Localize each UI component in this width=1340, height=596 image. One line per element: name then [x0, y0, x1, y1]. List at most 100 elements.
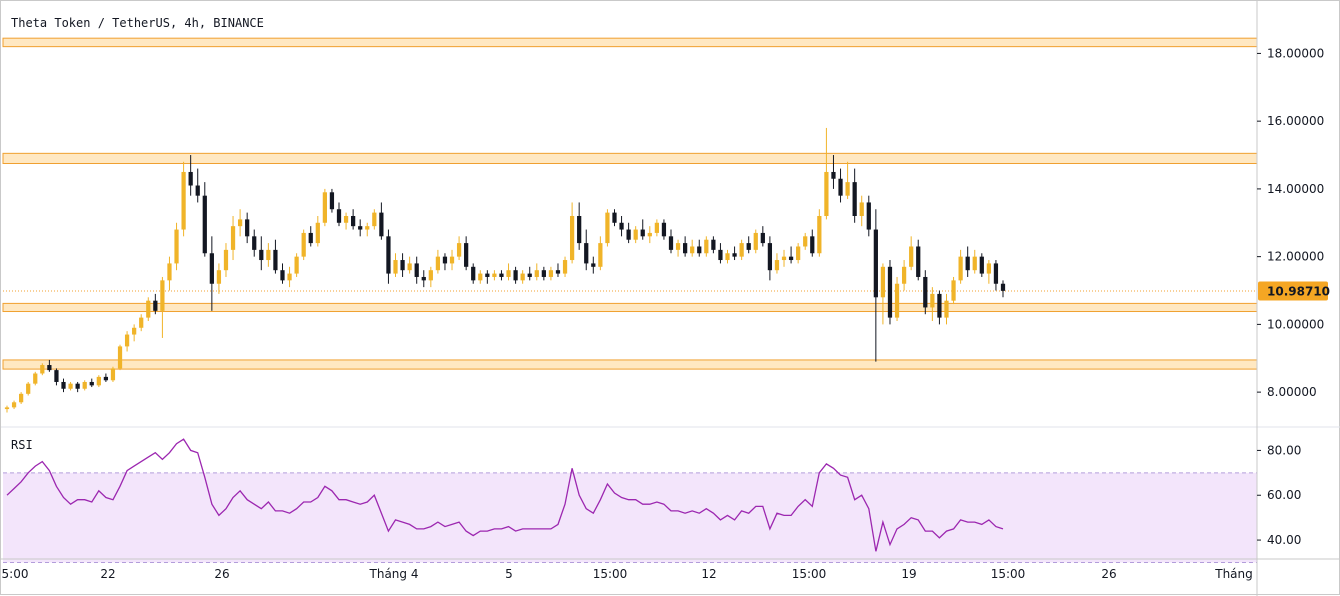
price-tick-label: 12.00000: [1267, 250, 1324, 264]
candle: [103, 373, 109, 382]
candle: [492, 270, 497, 281]
candle: [230, 216, 236, 261]
candle: [901, 260, 907, 291]
candle: [873, 209, 878, 362]
candle: [82, 380, 87, 391]
candle: [527, 266, 532, 281]
candle-body: [188, 171, 193, 186]
candle: [442, 253, 448, 271]
candle-body: [216, 270, 222, 284]
candle-body: [873, 229, 878, 298]
candle-body: [315, 222, 320, 244]
candle-body: [499, 273, 504, 277]
candle-body: [54, 370, 59, 382]
candle: [294, 253, 299, 277]
time-tick-label: 15:00: [593, 567, 628, 581]
time-tick-label: 5: [505, 567, 513, 581]
candle-body: [711, 239, 716, 250]
candle: [718, 243, 723, 264]
candle-body: [647, 232, 652, 237]
sr-zone-1: [2, 37, 1258, 48]
candle-body: [174, 229, 179, 264]
candle-body: [944, 300, 949, 318]
sr-zone-4: [2, 359, 1258, 370]
candle-body: [916, 246, 921, 277]
candle: [202, 182, 207, 257]
candle: [598, 236, 603, 271]
candle: [520, 270, 525, 284]
candle-body: [365, 226, 370, 230]
rsi-tick-label: 60.00: [1267, 488, 1301, 502]
candle: [464, 236, 469, 271]
candle: [33, 371, 38, 386]
candle-body: [965, 256, 970, 271]
candle-body: [803, 236, 808, 247]
candle: [577, 202, 582, 250]
candle-body: [796, 246, 801, 261]
candle: [386, 229, 391, 284]
candle-body: [718, 249, 723, 261]
price-tick-label: 16.00000: [1267, 114, 1324, 128]
candle: [237, 209, 243, 237]
candle: [329, 188, 335, 213]
candle-body: [230, 226, 236, 250]
candle: [944, 293, 949, 325]
candle: [379, 202, 384, 240]
candle-body: [181, 171, 186, 230]
candle-body: [153, 300, 158, 311]
candle-body: [584, 243, 589, 264]
candle-body: [336, 209, 342, 223]
candle: [336, 202, 342, 227]
candle: [167, 256, 172, 291]
candle-body: [506, 270, 511, 277]
candle-body: [612, 212, 617, 223]
candle-body: [781, 256, 787, 261]
candle-body: [746, 243, 751, 250]
candle: [951, 276, 956, 305]
candle-body: [280, 270, 285, 281]
candle-body: [372, 212, 377, 227]
candle-body: [33, 373, 38, 384]
candle: [68, 381, 73, 391]
candle-body: [471, 266, 476, 281]
candle: [287, 266, 292, 288]
price-tick-label: 8.00000: [1267, 385, 1317, 399]
candle-body: [591, 263, 596, 267]
candle: [506, 263, 511, 281]
time-tick-label: 15:00: [792, 567, 827, 581]
candle: [788, 246, 794, 264]
candle-body: [209, 253, 214, 284]
time-tick-label: 19: [901, 567, 916, 581]
candle: [760, 226, 765, 247]
candle: [605, 209, 610, 247]
candle: [54, 368, 59, 386]
candle-body: [485, 273, 490, 277]
candle-body: [577, 216, 582, 244]
candle: [937, 290, 942, 325]
candle: [146, 297, 151, 321]
candle-body: [421, 276, 426, 281]
last-price-badge: [1258, 281, 1328, 301]
candle: [887, 260, 893, 325]
last-price-text: 10.98710: [1267, 284, 1330, 298]
candle: [365, 222, 370, 237]
candle: [746, 236, 751, 254]
candle-body: [555, 270, 561, 274]
candle: [223, 243, 229, 277]
candle-body: [668, 236, 674, 250]
chart-title: Theta Token / TetherUS, 4h, BINANCE: [11, 16, 264, 30]
candle: [831, 155, 836, 189]
candle-body: [951, 280, 956, 301]
candle: [209, 236, 214, 311]
candle-body: [958, 256, 963, 281]
candle: [591, 256, 596, 274]
candle-body: [117, 346, 123, 369]
candle-body: [866, 202, 871, 230]
candle: [845, 161, 850, 200]
candle: [923, 270, 928, 315]
candle-body: [273, 249, 278, 271]
time-tick-label: Tháng: [1214, 567, 1253, 581]
candle: [301, 229, 306, 261]
